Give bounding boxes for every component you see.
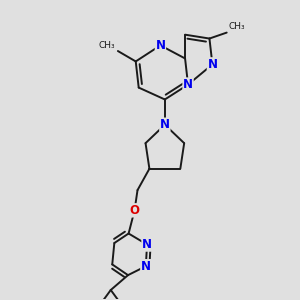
Text: O: O: [130, 204, 140, 217]
Text: N: N: [141, 260, 151, 273]
Text: N: N: [142, 238, 152, 251]
Text: N: N: [160, 118, 170, 131]
Text: N: N: [155, 39, 165, 52]
Text: N: N: [207, 58, 218, 71]
Text: CH₃: CH₃: [99, 40, 116, 50]
Text: N: N: [183, 78, 193, 91]
Text: CH₃: CH₃: [228, 22, 245, 31]
